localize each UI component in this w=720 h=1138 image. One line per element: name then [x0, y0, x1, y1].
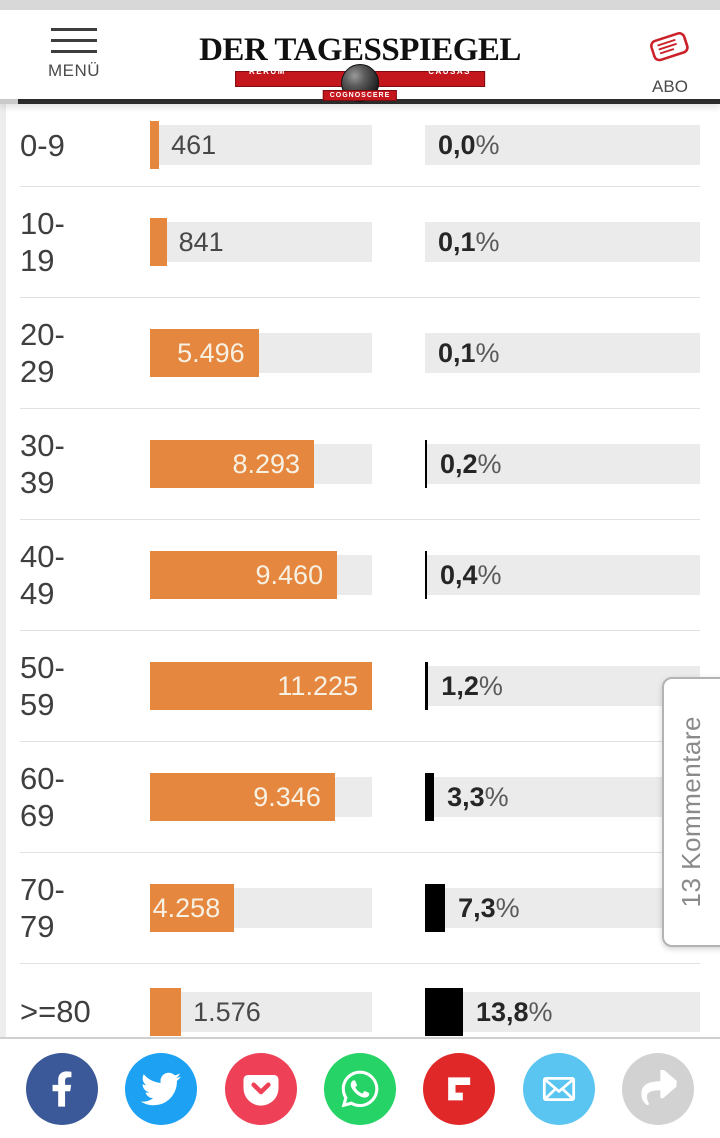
percent-bar-track: 0,0%: [425, 125, 700, 165]
cases-bar-track: 841: [150, 218, 372, 266]
cases-bar: [150, 884, 235, 932]
percent-bar: [425, 551, 427, 599]
cases-bar: [150, 329, 259, 377]
percent-bar: [425, 440, 427, 488]
cases-bar-track: 4.258: [150, 884, 372, 932]
chart-rows: 0-9 461 0,0% 10- 19 841 0,1% 20- 29 5.496 …: [0, 104, 720, 1059]
percent-bar: [425, 987, 463, 1036]
percent-value-label: 0,4%: [440, 560, 502, 590]
cases-value-label: 9.460: [255, 560, 324, 590]
cases-bar: [150, 121, 160, 169]
age-group-chart: 0-9 461 0,0% 10- 19 841 0,1% 20- 29 5.496 …: [0, 104, 720, 1059]
percent-bar: [425, 662, 429, 710]
whatsapp-share-button[interactable]: [323, 1052, 396, 1125]
cases-value-label: 461: [171, 130, 217, 160]
percent-value-label: 0,1%: [438, 338, 500, 368]
cases-value-label: 841: [178, 227, 224, 257]
age-group-label: 40- 49: [20, 539, 65, 611]
chart-row: 50- 59 11.225 1,2%: [20, 631, 700, 742]
chart-row: 10- 19 841 0,1%: [20, 187, 700, 298]
percent-bar: [425, 773, 435, 821]
percent-bar-track: 1,2%: [425, 662, 700, 710]
percent-bar-track: 3,3%: [425, 773, 700, 821]
percent-bar: [425, 884, 446, 932]
cases-bar: [150, 218, 167, 266]
comments-tab[interactable]: 13 Kommentare: [662, 677, 720, 947]
cases-bar-track: 1.576: [150, 987, 372, 1036]
cases-value-label: 5.496: [177, 338, 245, 368]
percent-bar-track: 0,1%: [425, 333, 700, 373]
chart-row: 60- 69 9.346 3,3%: [20, 742, 700, 853]
twitter-share-button[interactable]: [125, 1052, 198, 1125]
chart-row: 70- 79 4.258 7,3%: [20, 853, 700, 964]
cases-bar-track: 5.496: [150, 329, 372, 377]
percent-bar-track: 13,8%: [425, 987, 700, 1036]
menu-label: MENÜ: [47, 61, 101, 80]
newspaper-icon: [645, 32, 695, 74]
comments-tab-label: 13 Kommentare: [676, 716, 706, 908]
percent-value-label: 1,2%: [441, 671, 503, 701]
status-strip: [0, 0, 720, 10]
tagesspiegel-logo[interactable]: DER TAGESSPIEGEL RERUM CAUSAS COGNOSCERE: [199, 32, 521, 102]
cases-value-label: 1.576: [193, 996, 261, 1027]
age-group-label: 30- 39: [20, 428, 65, 500]
app-header: MENÜ DER TAGESSPIEGEL RERUM CAUSAS COGNO…: [0, 0, 720, 104]
chart-row: 20- 29 5.496 0,1%: [20, 298, 700, 409]
share-forward-button[interactable]: [621, 1052, 694, 1125]
percent-value-label: 0,2%: [440, 449, 502, 479]
cases-bar-track: 9.346: [150, 773, 372, 821]
cases-bar-track: 11.225: [150, 662, 372, 710]
percent-value-label: 0,1%: [438, 227, 500, 257]
percent-value-label: 3,3%: [447, 782, 509, 812]
email-share-button[interactable]: [522, 1052, 595, 1125]
percent-bar-track: 7,3%: [425, 884, 700, 932]
abo-label: ABO: [652, 77, 688, 96]
age-group-label: 60- 69: [20, 761, 65, 833]
page-left-edge: [0, 104, 6, 1037]
cases-bar: [150, 773, 335, 821]
percent-value-label: 0,0%: [438, 130, 500, 160]
cases-value-label: 4.258: [152, 893, 221, 923]
hamburger-icon: [42, 28, 106, 53]
cases-bar: [150, 662, 372, 710]
menu-button[interactable]: MENÜ: [42, 28, 106, 81]
cases-bar-track: 9.460: [150, 551, 372, 599]
cases-value-label: 8.293: [232, 449, 301, 479]
cases-bar-track: 8.293: [150, 440, 372, 488]
percent-value-label: 13,8%: [475, 996, 553, 1027]
percent-bar-track: 0,1%: [425, 222, 700, 262]
age-group-label: >=80: [20, 994, 91, 1029]
chart-row: >=80 1.576 13,8%: [20, 964, 700, 1059]
percent-bar-track: 0,4%: [425, 551, 700, 599]
cases-value-label: 11.225: [277, 671, 358, 701]
cases-bar: [150, 551, 338, 599]
age-group-label: 70- 79: [20, 872, 65, 944]
read-progress-bar: [18, 99, 720, 104]
logo-motto-left: RERUM: [249, 67, 286, 76]
chart-row: 40- 49 9.460 0,4%: [20, 520, 700, 631]
pocket-share-button[interactable]: [224, 1052, 297, 1125]
age-group-label: 20- 29: [20, 317, 65, 389]
abo-button[interactable]: ABO: [640, 24, 700, 97]
age-group-label: 50- 59: [20, 650, 65, 722]
header-bar: MENÜ DER TAGESSPIEGEL RERUM CAUSAS COGNO…: [0, 10, 720, 102]
cases-bar: [150, 987, 182, 1036]
cases-bar: [150, 440, 314, 488]
chart-row: 30- 39 8.293 0,2%: [20, 409, 700, 520]
age-group-label: 10- 19: [20, 206, 65, 278]
chart-row: 0-9 461 0,0%: [20, 104, 700, 187]
logo-motto-right: CAUSAS: [428, 67, 471, 76]
facebook-share-button[interactable]: [26, 1052, 98, 1125]
logo-motto-bottom: COGNOSCERE: [322, 90, 398, 101]
share-bar: [0, 1037, 720, 1138]
logo-title: DER TAGESSPIEGEL: [199, 32, 521, 68]
cases-value-label: 9.346: [253, 782, 321, 812]
percent-bar-track: 0,2%: [425, 440, 700, 488]
age-group-label: 0-9: [20, 127, 65, 163]
percent-value-label: 7,3%: [458, 893, 520, 923]
logo-emblem: RERUM CAUSAS COGNOSCERE: [235, 64, 485, 102]
cases-bar-track: 461: [150, 121, 372, 169]
flipboard-share-button[interactable]: [423, 1052, 496, 1125]
